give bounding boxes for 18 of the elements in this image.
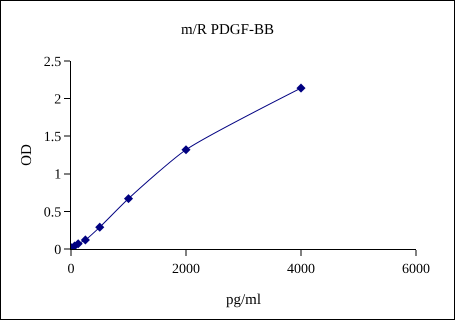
x-tick-label: 2000 [172,262,200,277]
x-tick-label: 6000 [402,262,430,277]
x-tick-label: 4000 [287,262,315,277]
point [296,84,306,93]
x-tick-label: 0 [68,262,74,277]
point [181,145,191,154]
y-tick-label: 1 [54,168,62,183]
y-tick-label: 2.5 [44,54,62,70]
y-axis-title: OD [19,144,35,166]
y-tick-label: 1.5 [44,130,62,146]
y-tick-label: 2 [54,92,62,108]
x-axis-title: pg/ml [226,292,262,308]
y-tick-label: 0 [54,242,62,258]
chart-title: m/R PDGF-BB [181,22,274,38]
point [80,235,90,245]
y-tick-label: 0.5 [44,205,62,220]
point [124,194,134,204]
point [95,222,104,232]
